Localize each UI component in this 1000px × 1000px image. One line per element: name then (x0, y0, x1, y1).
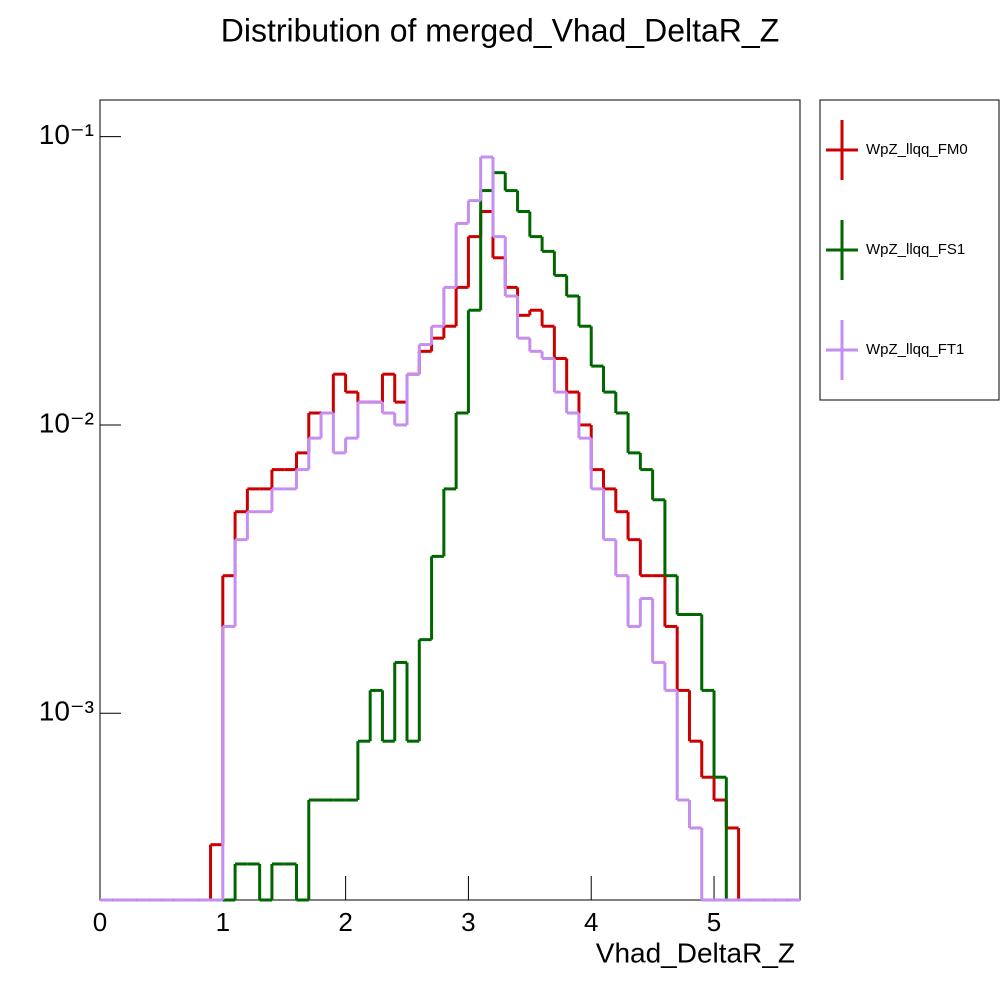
legend-label: WpZ_llqq_FM0 (866, 141, 968, 158)
plot-frame (99, 99, 801, 901)
bin-riser (221, 156, 704, 900)
x-tick-label: 1 (216, 907, 230, 937)
x-tick-label: 2 (338, 907, 352, 937)
bin-riser (209, 211, 741, 900)
chart-title: Distribution of merged_Vhad_DeltaR_Z (221, 12, 780, 48)
x-tick-label: 5 (707, 907, 721, 937)
legend-label: WpZ_llqq_FS1 (866, 241, 965, 258)
x-tick-label: 0 (93, 907, 107, 937)
y-tick-label: 10⁻² (39, 407, 94, 438)
legend-label: WpZ_llqq_FT1 (866, 341, 964, 358)
x-axis-label: Vhad_DeltaR_Z (596, 937, 795, 968)
x-tick-label: 3 (461, 907, 475, 937)
x-tick-label: 4 (584, 907, 598, 937)
bin-riser (233, 172, 728, 900)
y-tick-label: 10⁻¹ (39, 119, 94, 150)
y-tick-label: 10⁻³ (39, 696, 94, 727)
